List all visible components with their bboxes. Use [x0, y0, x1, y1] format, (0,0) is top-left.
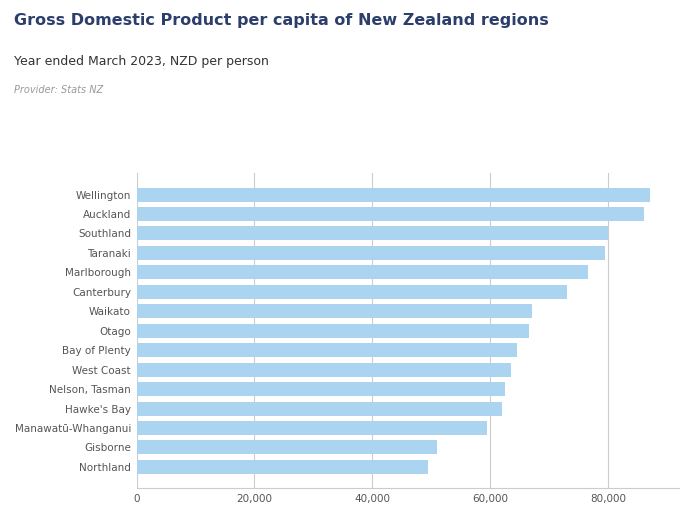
- Bar: [136, 363, 511, 376]
- Bar: [136, 285, 567, 299]
- Bar: [136, 226, 608, 240]
- Text: Year ended March 2023, NZD per person: Year ended March 2023, NZD per person: [14, 55, 269, 68]
- Text: figure.nz: figure.nz: [582, 23, 659, 38]
- Bar: [136, 421, 487, 435]
- Bar: [136, 207, 643, 221]
- Bar: [136, 460, 428, 474]
- Text: Provider: Stats NZ: Provider: Stats NZ: [14, 85, 103, 95]
- Text: Gross Domestic Product per capita of New Zealand regions: Gross Domestic Product per capita of New…: [14, 13, 549, 28]
- Bar: [136, 324, 528, 338]
- Bar: [136, 265, 587, 279]
- Bar: [136, 304, 531, 318]
- Bar: [136, 246, 606, 260]
- Bar: [136, 187, 650, 202]
- Bar: [136, 382, 505, 396]
- Bar: [136, 402, 502, 416]
- Bar: [136, 440, 438, 455]
- Bar: [136, 343, 517, 357]
